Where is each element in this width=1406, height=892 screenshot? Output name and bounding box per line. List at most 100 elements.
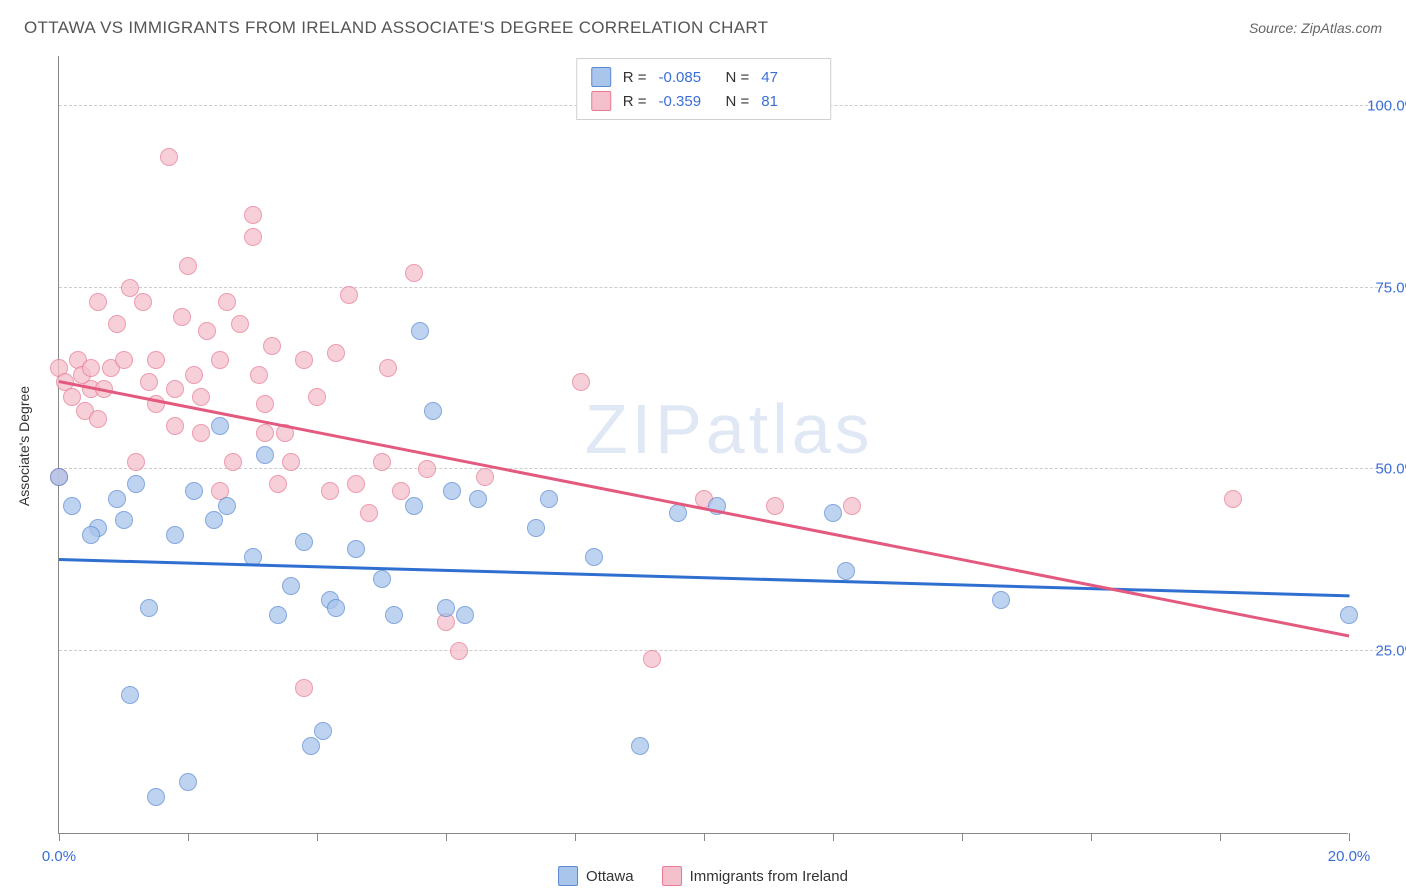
data-point <box>373 570 391 588</box>
gridline <box>59 468 1388 469</box>
x-tick <box>446 833 447 841</box>
data-point <box>166 526 184 544</box>
data-point <box>379 359 397 377</box>
data-point <box>166 417 184 435</box>
data-point <box>302 737 320 755</box>
data-point <box>766 497 784 515</box>
data-point <box>992 591 1010 609</box>
data-point <box>244 228 262 246</box>
data-point <box>82 526 100 544</box>
data-point <box>185 482 203 500</box>
data-point <box>63 497 81 515</box>
data-point <box>572 373 590 391</box>
x-tick <box>1091 833 1092 841</box>
data-point <box>50 468 68 486</box>
data-point <box>218 497 236 515</box>
data-point <box>89 293 107 311</box>
data-point <box>669 504 687 522</box>
data-point <box>185 366 203 384</box>
stats-row: R = -0.359 N = 81 <box>591 89 817 113</box>
data-point <box>224 453 242 471</box>
data-point <box>263 337 281 355</box>
scatter-chart: ZIPatlas R = -0.085 N = 47 R = -0.359 N … <box>58 56 1348 834</box>
data-point <box>282 577 300 595</box>
x-tick-label: 0.0% <box>42 848 76 865</box>
x-tick <box>1220 833 1221 841</box>
swatch-series-2 <box>662 866 682 886</box>
data-point <box>282 453 300 471</box>
data-point <box>205 511 223 529</box>
data-point <box>256 446 274 464</box>
data-point <box>843 497 861 515</box>
x-tick <box>59 833 60 841</box>
data-point <box>256 424 274 442</box>
y-tick-label: 25.0% <box>1375 643 1406 660</box>
data-point <box>411 322 429 340</box>
data-point <box>392 482 410 500</box>
data-point <box>360 504 378 522</box>
x-tick <box>317 833 318 841</box>
data-point <box>643 650 661 668</box>
legend-item: Ottawa <box>558 866 634 886</box>
data-point <box>108 315 126 333</box>
data-point <box>198 322 216 340</box>
y-axis-title: Associate's Degree <box>16 386 32 506</box>
data-point <box>327 599 345 617</box>
data-point <box>631 737 649 755</box>
data-point <box>115 351 133 369</box>
data-point <box>1340 606 1358 624</box>
data-point <box>63 388 81 406</box>
trend-line <box>59 558 1349 597</box>
data-point <box>527 519 545 537</box>
correlation-stats-box: R = -0.085 N = 47 R = -0.359 N = 81 <box>576 58 832 120</box>
data-point <box>127 475 145 493</box>
x-tick <box>704 833 705 841</box>
data-point <box>340 286 358 304</box>
data-point <box>424 402 442 420</box>
data-point <box>295 351 313 369</box>
data-point <box>295 533 313 551</box>
data-point <box>269 475 287 493</box>
data-point <box>108 490 126 508</box>
data-point <box>321 482 339 500</box>
gridline <box>59 650 1388 651</box>
data-point <box>418 460 436 478</box>
data-point <box>231 315 249 333</box>
swatch-series-1 <box>591 67 611 87</box>
data-point <box>824 504 842 522</box>
x-tick <box>188 833 189 841</box>
data-point <box>192 424 210 442</box>
stats-row: R = -0.085 N = 47 <box>591 65 817 89</box>
data-point <box>469 490 487 508</box>
data-point <box>347 540 365 558</box>
data-point <box>115 511 133 529</box>
legend-item: Immigrants from Ireland <box>662 866 848 886</box>
data-point <box>837 562 855 580</box>
data-point <box>166 380 184 398</box>
data-point <box>89 410 107 428</box>
data-point <box>121 686 139 704</box>
x-tick <box>962 833 963 841</box>
data-point <box>179 257 197 275</box>
data-point <box>476 468 494 486</box>
series-legend: Ottawa Immigrants from Ireland <box>558 866 848 886</box>
data-point <box>1224 490 1242 508</box>
data-point <box>256 395 274 413</box>
trend-line <box>59 380 1349 637</box>
data-point <box>250 366 268 384</box>
chart-source: Source: ZipAtlas.com <box>1249 20 1382 36</box>
data-point <box>211 351 229 369</box>
x-tick <box>1349 833 1350 841</box>
data-point <box>127 453 145 471</box>
data-point <box>585 548 603 566</box>
data-point <box>456 606 474 624</box>
data-point <box>405 497 423 515</box>
watermark: ZIPatlas <box>585 389 874 469</box>
data-point <box>179 773 197 791</box>
data-point <box>218 293 236 311</box>
data-point <box>121 279 139 297</box>
gridline <box>59 287 1388 288</box>
x-tick <box>833 833 834 841</box>
data-point <box>385 606 403 624</box>
data-point <box>147 788 165 806</box>
